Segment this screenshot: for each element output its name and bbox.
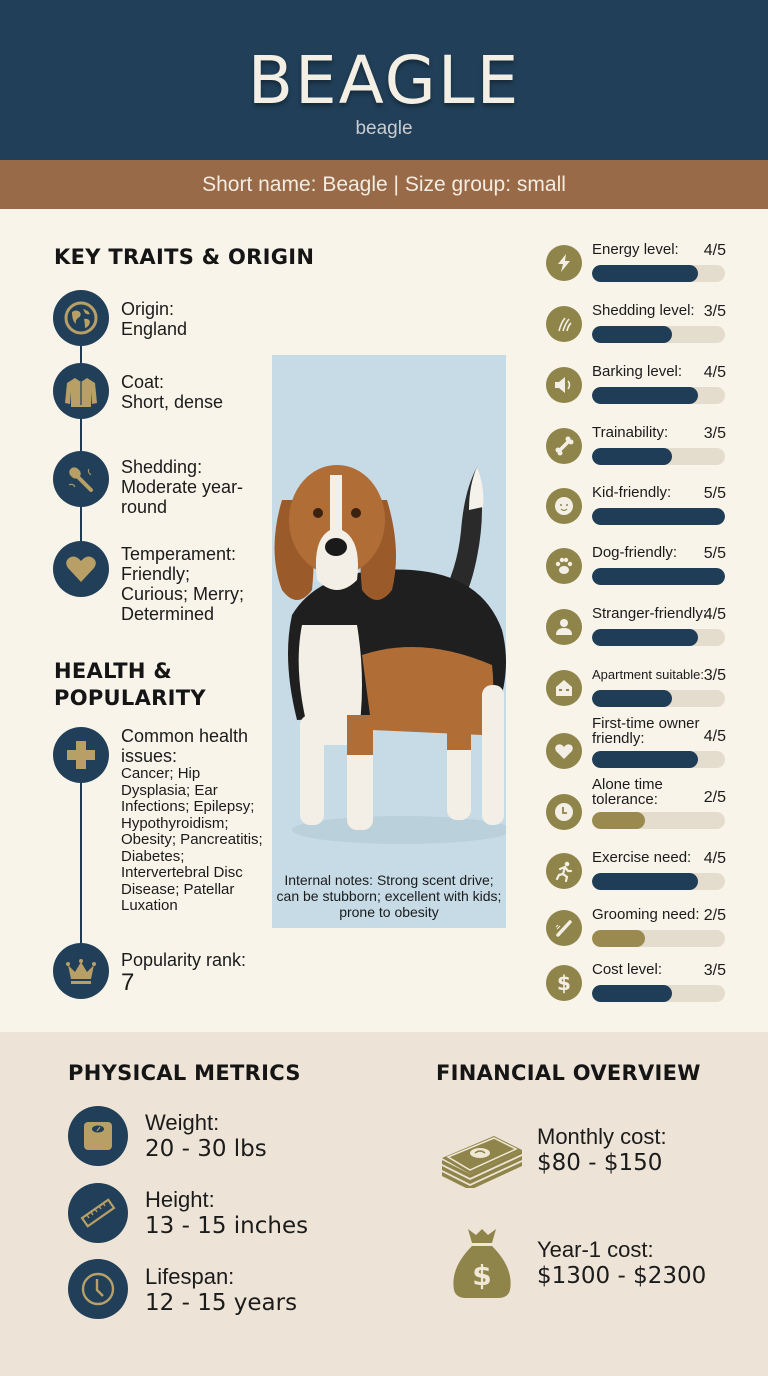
dollar-icon: $ [546,965,582,1001]
bone-icon [546,428,582,464]
person-icon [546,609,582,645]
timeline-line [80,318,82,568]
rating-barking: Barking level: 4/5 [546,364,746,414]
key-traits-title: KEY TRAITS & ORIGIN [54,245,315,269]
hair-icon [546,306,582,342]
health-issues-item: Common health issues: Cancer; Hip Dyspla… [121,726,269,915]
rating-bar [592,508,725,525]
speaker-icon [546,367,582,403]
comb-icon [546,910,582,946]
height-label: Height: [145,1187,215,1212]
shedding-item: Shedding: Moderate year-round [121,457,261,517]
svg-text:$: $ [472,1259,491,1292]
shedding-label: Shedding: [121,457,203,477]
health-title: HEALTH & POPULARITY [54,659,206,710]
beagle-illustration [274,465,506,844]
year1-cost-item: Year-1 cost: $1300 - $2300 [537,1237,706,1289]
page-subtitle: beagle [355,118,413,139]
coat-label: Coat: [121,372,165,392]
rating-bar [592,326,725,343]
rating-bar [592,751,725,768]
lifespan-value: 12 - 15 years [145,1290,298,1316]
money-bag-icon: $ [450,1225,514,1301]
paw-icon [546,548,582,584]
rating-bar [592,629,725,646]
internal-notes: Internal notes: Strong scent drive; can … [276,872,502,920]
globe-icon [53,290,109,346]
rating-cost: $ Cost level: 3/5 [546,962,746,1012]
baby-face-icon [546,488,582,524]
scale-icon [68,1106,128,1166]
physical-metrics-title: PHYSICAL METRICS [68,1061,301,1085]
monthly-cost-value: $80 - $150 [537,1150,663,1176]
popularity-item: Popularity rank: 7 [121,950,246,996]
rating-bar [592,873,725,890]
year1-cost-value: $1300 - $2300 [537,1263,707,1289]
coat-icon [53,363,109,419]
popularity-label: Popularity rank: [121,950,247,970]
rating-trainability: Trainability: 3/5 [546,425,746,475]
temperament-item: Temperament: Friendly; Curious; Merry; D… [121,544,246,624]
rating-bar [592,812,725,829]
rating-exercise: Exercise need: 4/5 [546,850,746,900]
clock-icon [546,794,582,830]
lifespan-item: Lifespan: 12 - 15 years [145,1264,297,1316]
year1-cost-label: Year-1 cost: [537,1237,654,1262]
info-band: Short name: Beagle | Size group: small [0,160,768,209]
rating-stranger-friendly: Stranger-friendly: 4/5 [546,606,746,656]
rating-kid-friendly: Kid-friendly: 5/5 [546,485,746,535]
rating-alone-time: Alone time tolerance: 2/5 [546,777,746,839]
monthly-cost-label: Monthly cost: [537,1124,667,1149]
health-issues-label: Common health issues: [121,726,249,766]
rating-dog-friendly: Dog-friendly: 5/5 [546,545,746,595]
cash-stack-icon [440,1116,524,1188]
rating-apartment: Apartment suitable: 3/5 [546,667,746,717]
bottom-panel [0,1032,768,1376]
heart-icon [53,541,109,597]
weight-item: Weight: 20 - 30 lbs [145,1110,267,1162]
rating-bar [592,930,725,947]
heart-icon [546,733,582,769]
rating-grooming: Grooming need: 2/5 [546,907,746,957]
weight-value: 20 - 30 lbs [145,1136,267,1162]
rating-bar [592,387,725,404]
shedding-value: Moderate year-round [121,477,244,517]
origin-item: Origin: England [121,299,187,339]
height-value: 13 - 15 inches [145,1213,309,1239]
rating-energy: Energy level: 4/5 [546,242,746,292]
health-issues-value: Cancer; Hip Dysplasia; Ear Infections; E… [121,765,263,914]
temperament-value: Friendly; Curious; Merry; Determined [121,564,245,624]
timeline-line [80,760,82,960]
rating-bar [592,690,725,707]
rating-first-time-owner: First-time owner friendly: 4/5 [546,716,746,778]
rating-bar [592,568,725,585]
house-icon [546,670,582,706]
lifespan-label: Lifespan: [145,1264,235,1289]
coat-value: Short, dense [121,392,224,412]
height-item: Height: 13 - 15 inches [145,1187,308,1239]
temperament-label: Temperament: [121,544,237,564]
weight-label: Weight: [145,1110,220,1135]
ruler-icon [68,1183,128,1243]
brush-icon [53,451,109,507]
page-title: BEAGLE [247,42,521,119]
header-banner: BEAGLE beagle [0,0,768,160]
financial-overview-title: FINANCIAL OVERVIEW [436,1061,701,1085]
rating-bar [592,448,725,465]
plus-cross-icon [53,727,109,783]
dog-illustration: Internal notes: Strong scent drive; can … [272,355,506,928]
popularity-value: 7 [121,969,135,996]
rating-bar [592,985,725,1002]
clock-icon [68,1259,128,1319]
lightning-icon [546,245,582,281]
origin-label: Origin: [121,299,175,319]
running-icon [546,853,582,889]
crown-icon [53,943,109,999]
rating-bar [592,265,725,282]
origin-value: England [121,319,188,339]
coat-item: Coat: Short, dense [121,372,223,412]
rating-shedding: Shedding level: 3/5 [546,303,746,353]
monthly-cost-item: Monthly cost: $80 - $150 [537,1124,667,1176]
